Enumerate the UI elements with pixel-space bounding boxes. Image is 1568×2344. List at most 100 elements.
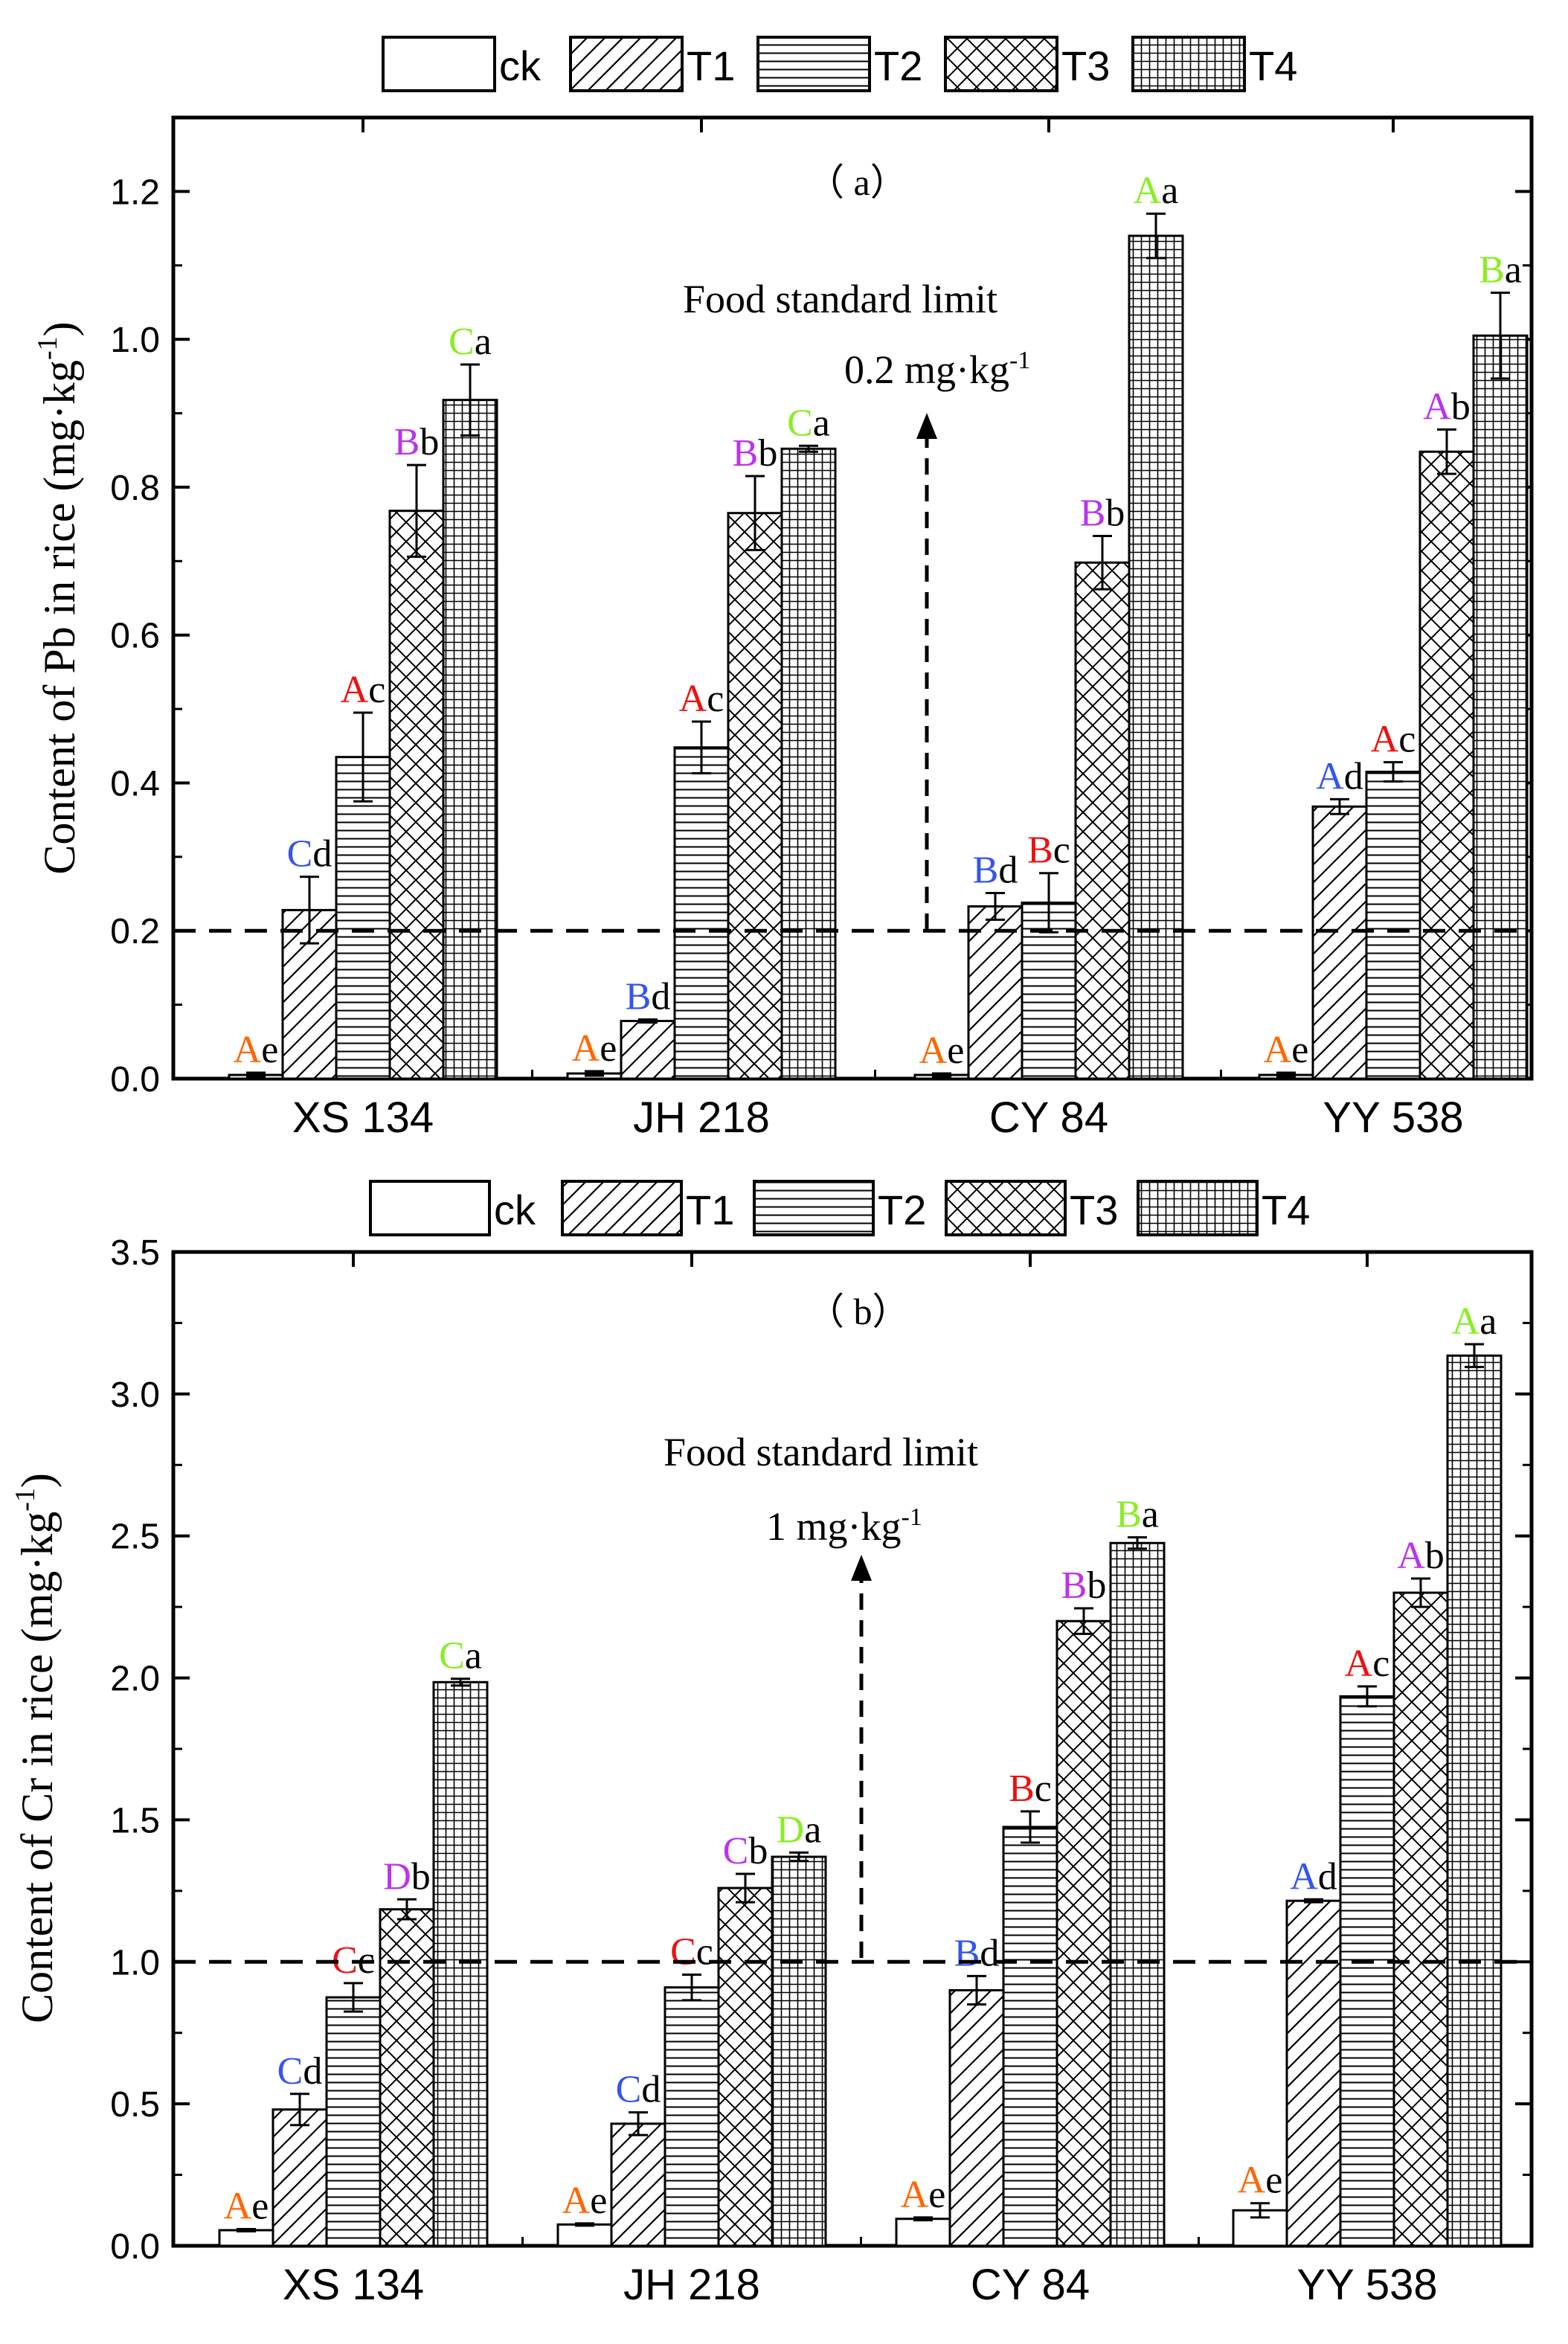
x-tick-label: YY 538 [1323,1094,1463,1142]
bar-T2 [1365,771,1421,1080]
ref-label-b-line1: Food standard limit [663,1430,978,1474]
significance-label: Ac [1345,1643,1390,1685]
significance-label: Ca [449,321,492,363]
bar-T2 [1339,1695,1395,2247]
ref-label-b-line2-main: 1 mg·kg [766,1504,902,1549]
y-tick-label: 0.0 [110,1060,160,1099]
legend-swatch-T2 [756,36,871,92]
significance-capital: A [919,1030,948,1072]
significance-capital: B [733,432,759,475]
significance-lower: e [928,2174,945,2216]
legend-swatch-ck [382,36,496,92]
significance-lower: b [420,421,439,463]
significance-label: Cb [723,1830,768,1872]
x-axis-b: XS 134 JH 218 CY 84 YY 538 [283,1252,1438,2309]
panel-b: ck T1 T2 T3 T4 0.0 0.5 1.0 1.5 2.0 2.5 3.0 3.5 XS 1… [10,1180,1534,2309]
bar-T1 [1285,1899,1342,2247]
significance-label: Bb [1080,492,1125,535]
bar-T4 [432,1680,489,2247]
y-axis-b: 0.0 0.5 1.0 1.5 2.0 2.5 3.0 3.5 [110,1233,1532,2267]
y-tick-label: 0.8 [110,469,160,508]
bar-ck [895,2218,951,2247]
y-tick-label: 2.5 [110,1518,160,1557]
significance-label: Bb [1061,1564,1107,1607]
significance-capital: B [1009,1767,1035,1810]
significance-capital: B [973,850,999,892]
significance-lower: d [651,975,670,1018]
significance-capital: A [1397,1535,1425,1577]
y-tick-label: 2.0 [110,1660,160,1699]
legend-label-T1: T1 [686,1187,734,1233]
significance-lower: b [411,1855,431,1898]
significance-lower: e [251,2185,269,2227]
legend-label-T4: T4 [1249,42,1297,89]
significance-label: Ba [1116,1494,1159,1536]
significance-capital: A [1452,1300,1480,1343]
bar-T1 [271,2108,328,2247]
significance-lower: b [1105,492,1125,535]
significance-lower: b [758,432,777,475]
significance-lower: e [600,1027,617,1070]
significance-label: Ab [1423,385,1471,428]
significance-label: Ae [562,2180,608,2222]
significance-label: Ae [1238,2160,1283,2202]
significance-capital: B [1061,1564,1087,1607]
significance-label: Ae [919,1030,965,1072]
significance-capital: A [1134,170,1162,212]
legend-swatch-ck [369,1180,491,1236]
x-tick-label: YY 538 [1297,2261,1437,2309]
legend-swatch-T1 [569,36,684,92]
significance-lower: d [980,1932,999,1974]
significance-capital: C [439,1635,465,1677]
y-tick-label: 0.6 [110,617,160,656]
significance-capital: A [234,1029,262,1071]
significance-lower: a [1142,1494,1159,1536]
legend-swatch-T3 [944,36,1058,92]
significance-label: Db [383,1855,431,1898]
legend-swatch-T4 [1131,36,1246,92]
significance-lower: a [1505,249,1522,292]
bar-T4 [771,1855,827,2247]
plot-frame-a [171,115,1534,1081]
significance-label: Ac [341,669,386,711]
significance-lower: d [998,850,1018,892]
significance-capital: B [1027,829,1053,872]
significance-label: Ae [1264,1029,1309,1071]
significance-lower: a [804,1808,821,1851]
significance-capital: A [1345,1643,1373,1685]
legend-label-ck: ck [499,42,542,89]
significance-capital: A [1238,2160,1266,2202]
significance-lower: b [1451,385,1471,428]
significance-label: Ca [439,1635,482,1677]
significance-lower: d [303,2050,322,2093]
significance-capital: C [670,1930,696,1973]
x-tick-label: XS 134 [292,1094,434,1142]
significance-lower: c [1372,1643,1389,1685]
significance-label: Cd [287,833,332,876]
significance-lower: c [1398,719,1416,761]
significance-lower: c [1053,829,1070,872]
ref-label-b-line2-sup: -1 [902,1503,922,1531]
bars-b: AeCdCcDbCaAeCdCcCbDaAeBdBcBbBaAeAdAcAbAa [218,1300,1503,2247]
significance-lower: e [1265,2160,1282,2202]
significance-label: Ae [572,1027,617,1070]
legend-swatch-T1 [561,1180,683,1236]
y-axis-label-b-sup: -1 [10,1488,41,1512]
significance-lower: e [947,1030,964,1072]
y-tick-label: 0.4 [110,764,160,803]
significance-label: Ae [234,1029,279,1071]
significance-capital: A [341,669,369,711]
legend-label-T4: T4 [1262,1187,1310,1233]
significance-lower: e [261,1029,278,1071]
y-axis-label-b-close: ) [13,1473,62,1488]
significance-capital: B [954,1932,980,1974]
y-axis-label-a-main: Content of Pb in rice (mg·kg [35,360,84,875]
x-tick-label: CY 84 [971,2261,1090,2309]
significance-label: Ae [901,2174,946,2216]
y-tick-label: 1.0 [110,321,160,360]
bar-T1 [948,1988,1005,2247]
bar-T3 [388,510,445,1080]
y-tick-label: 0.5 [110,2085,160,2125]
significance-lower: a [475,321,492,363]
